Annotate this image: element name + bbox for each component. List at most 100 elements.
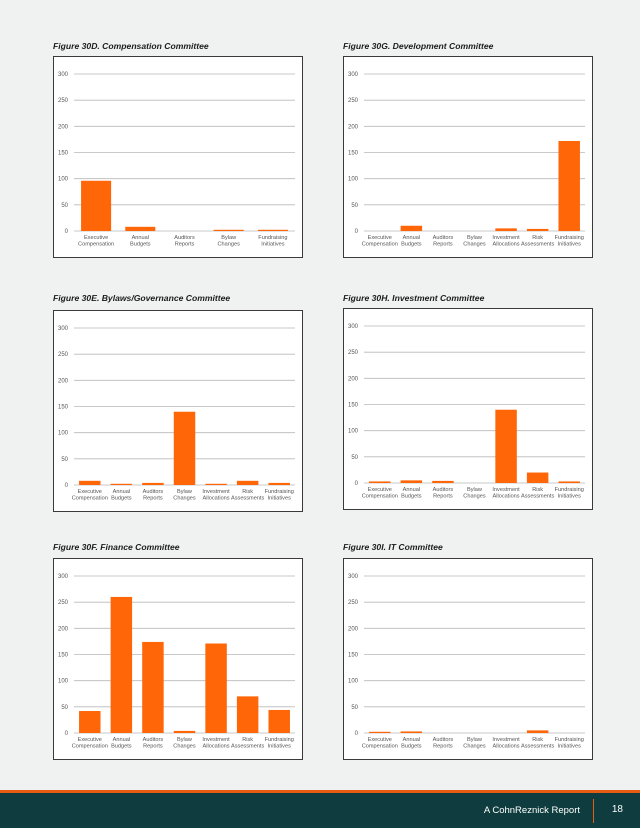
x-category-label: Compensation — [362, 494, 398, 500]
y-tick-label: 100 — [348, 679, 359, 685]
x-category-label: Fundraising — [555, 487, 584, 493]
y-tick-label: 200 — [348, 626, 359, 632]
x-category-label: Auditors — [433, 737, 454, 743]
x-category-label: Fundraising — [265, 489, 294, 495]
bar-investment-allocations — [495, 409, 517, 483]
x-category-label: Executive — [78, 737, 102, 743]
x-category-label: Annual — [403, 487, 420, 493]
y-tick-label: 50 — [351, 705, 358, 711]
page-footer: A CohnReznick Report 18 — [0, 790, 640, 828]
x-category-label: Budgets — [401, 744, 422, 750]
y-tick-label: 250 — [348, 600, 359, 606]
y-tick-label: 150 — [58, 653, 69, 659]
x-category-label: Initiatives — [558, 242, 582, 248]
x-category-label: Assessments — [521, 494, 554, 500]
y-tick-label: 200 — [58, 124, 69, 130]
y-tick-label: 200 — [58, 378, 69, 384]
x-category-label: Compensation — [72, 496, 108, 502]
x-category-label: Executive — [368, 737, 392, 743]
x-category-label: Reports — [433, 242, 453, 248]
y-tick-label: 150 — [58, 151, 69, 157]
x-category-label: Risk — [532, 737, 543, 743]
x-category-label: Allocations — [203, 744, 230, 750]
bar-bylaw-changes — [213, 229, 244, 231]
bar-auditors-reports — [142, 641, 164, 733]
bar-annual-budgets — [110, 483, 133, 485]
x-category-label: Changes — [217, 242, 240, 248]
figure-title-30d: Figure 30D. Compensation Committee — [53, 41, 209, 51]
figure-title-30e: Figure 30E. Bylaws/Governance Committee — [53, 293, 231, 303]
x-category-label: Changes — [463, 242, 486, 248]
y-tick-label: 0 — [65, 483, 69, 489]
y-tick-label: 50 — [351, 203, 358, 209]
x-category-label: Reports — [175, 242, 195, 248]
y-tick-label: 300 — [348, 72, 359, 78]
x-category-label: Budgets — [401, 494, 422, 500]
x-category-label: Initiatives — [558, 744, 582, 750]
y-tick-label: 50 — [61, 705, 68, 711]
y-tick-label: 300 — [58, 574, 69, 580]
bar-annual-budgets — [400, 731, 423, 733]
x-category-label: Budgets — [130, 242, 151, 248]
bar-risk-assessments — [236, 480, 259, 485]
x-category-label: Investment — [492, 487, 520, 493]
bar-investment-allocations — [495, 228, 517, 231]
x-category-label: Compensation — [78, 242, 114, 248]
y-tick-label: 200 — [58, 626, 69, 632]
bar-fundraising-initiatives — [257, 229, 288, 231]
x-category-label: Fundraising — [555, 737, 584, 743]
y-tick-label: 200 — [348, 124, 359, 130]
y-tick-label: 150 — [348, 653, 359, 659]
bar-executive-compensation — [369, 731, 391, 733]
x-category-label: Allocations — [493, 494, 520, 500]
x-category-label: Budgets — [111, 744, 132, 750]
x-category-label: Changes — [463, 744, 486, 750]
x-category-label: Executive — [368, 487, 392, 493]
y-tick-label: 100 — [58, 177, 69, 183]
y-tick-label: 300 — [348, 574, 359, 580]
x-category-label: Reports — [433, 494, 453, 500]
y-tick-label: 50 — [351, 455, 358, 461]
y-tick-label: 100 — [348, 429, 359, 435]
x-category-label: Bylaw — [177, 737, 193, 743]
x-category-label: Budgets — [401, 242, 422, 248]
x-category-label: Annual — [403, 737, 420, 743]
bar-risk-assessments — [526, 730, 549, 733]
x-category-label: Annual — [132, 235, 149, 241]
chart-30g: 0 50 100 150 200 250 300 Executive Compensation A… — [343, 56, 593, 258]
bar-fundraising-initiatives — [268, 482, 290, 485]
x-category-label: Investment — [202, 737, 230, 743]
bar-executive-compensation — [369, 481, 391, 483]
page-number: 18 — [611, 804, 623, 815]
x-category-label: Reports — [433, 744, 453, 750]
bar-auditors-reports — [432, 480, 454, 483]
x-category-label: Auditors — [433, 235, 454, 241]
chart-30d: 0 50 100 150 200 250 300 Executive Compensation A… — [53, 56, 303, 258]
x-category-label: Allocations — [493, 744, 520, 750]
x-category-label: Investment — [492, 737, 520, 743]
x-category-label: Executive — [78, 489, 102, 495]
bar-annual-budgets — [400, 225, 423, 231]
y-tick-label: 150 — [348, 151, 359, 157]
x-category-label: Bylaw — [177, 489, 193, 495]
chart-30i: 0 50 100 150 200 250 300 Executive Compensation A… — [343, 558, 593, 760]
x-category-label: Assessments — [521, 744, 554, 750]
chart-30f: 0 50 100 150 200 250 300 Executive Compensation A… — [53, 558, 303, 760]
y-tick-label: 0 — [65, 731, 69, 737]
figure-title-30f: Figure 30F. Finance Committee — [53, 542, 180, 552]
y-tick-label: 250 — [58, 352, 69, 358]
x-category-label: Compensation — [362, 242, 398, 248]
x-category-label: Bylaw — [467, 487, 483, 493]
bar-investment-allocations — [205, 643, 227, 733]
x-category-label: Fundraising — [555, 235, 584, 241]
x-category-label: Initiatives — [268, 496, 292, 502]
x-category-label: Auditors — [433, 487, 454, 493]
x-category-label: Auditors — [143, 737, 164, 743]
bar-risk-assessments — [526, 472, 549, 483]
y-tick-label: 0 — [65, 229, 69, 235]
figure-title-30i: Figure 30I. IT Committee — [343, 542, 443, 552]
y-tick-label: 0 — [355, 481, 359, 487]
